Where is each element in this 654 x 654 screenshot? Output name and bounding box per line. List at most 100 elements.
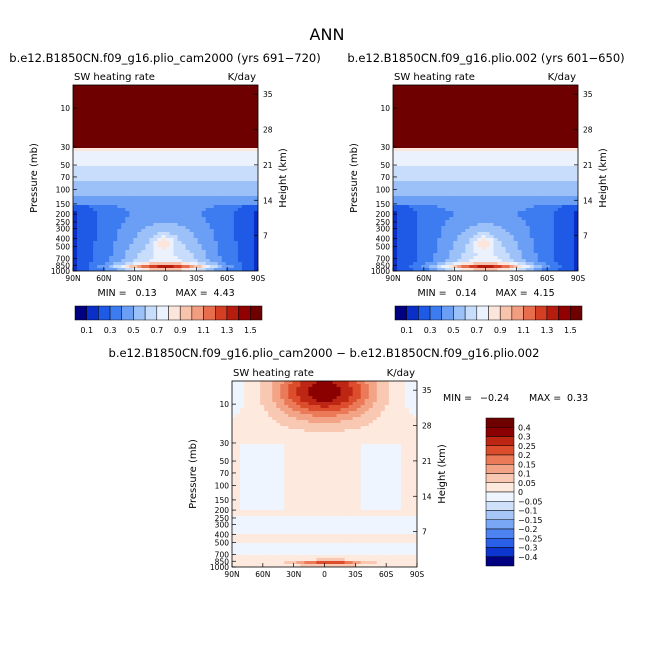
contour-cell bbox=[425, 145, 430, 149]
contour-cell bbox=[205, 85, 211, 89]
contour-cell bbox=[521, 160, 527, 164]
contour-cell bbox=[133, 142, 138, 146]
contour-cell bbox=[477, 211, 483, 215]
contour-cell bbox=[197, 109, 203, 113]
contour-cell bbox=[241, 223, 247, 227]
contour-cell bbox=[437, 163, 442, 167]
contour-cell bbox=[77, 172, 82, 176]
contour-cell bbox=[505, 106, 511, 110]
contour-cell bbox=[213, 199, 219, 203]
contour-cell bbox=[161, 253, 167, 257]
contour-cell bbox=[409, 121, 414, 125]
contour-cell bbox=[125, 229, 130, 233]
contour-cell bbox=[437, 88, 442, 92]
contour-cell bbox=[433, 157, 438, 161]
contour-cell bbox=[561, 103, 567, 107]
contour-cell bbox=[177, 205, 183, 209]
contour-cell bbox=[205, 208, 211, 212]
contour-cell bbox=[129, 118, 134, 122]
contour-cell bbox=[185, 220, 191, 224]
contour-cell bbox=[169, 199, 175, 203]
contour-cell bbox=[89, 193, 94, 197]
contour-cell bbox=[209, 88, 215, 92]
contour-cell bbox=[149, 253, 155, 257]
contour-cell bbox=[461, 172, 466, 176]
contour-cell bbox=[453, 145, 458, 149]
contour-cell bbox=[105, 154, 110, 158]
contour-cell bbox=[513, 211, 519, 215]
contour-cell bbox=[113, 256, 118, 260]
contour-cell bbox=[101, 184, 106, 188]
contour-cell bbox=[425, 115, 430, 119]
contour-cell bbox=[209, 154, 215, 158]
contour-cell bbox=[209, 145, 215, 149]
contour-cell bbox=[177, 247, 183, 251]
contour-cell bbox=[157, 97, 163, 101]
contour-cell bbox=[105, 199, 110, 203]
contour-cell bbox=[217, 253, 223, 257]
contour-cell bbox=[229, 181, 235, 185]
contour-cell bbox=[465, 145, 471, 149]
contour-cell bbox=[229, 256, 235, 260]
contour-cell bbox=[253, 97, 258, 101]
contour-cell bbox=[253, 214, 258, 218]
contour-cell bbox=[413, 208, 418, 212]
contour-cell bbox=[249, 145, 255, 149]
contour-cell bbox=[397, 130, 402, 134]
contour-cell bbox=[125, 241, 130, 245]
contour-cell bbox=[453, 115, 458, 119]
contour-cell bbox=[421, 88, 426, 92]
contour-cell bbox=[125, 112, 130, 116]
contour-cell bbox=[117, 241, 122, 245]
contour-cell bbox=[489, 106, 495, 110]
contour-cell bbox=[113, 103, 118, 107]
contour-cell bbox=[525, 121, 531, 125]
chart-title: b.e12.B1850CN.f09_g16.plio.002 (yrs 601−… bbox=[347, 51, 624, 65]
contour-cell bbox=[521, 169, 527, 173]
contour-cell bbox=[93, 163, 98, 167]
contour-cell bbox=[169, 91, 175, 95]
contour-cell bbox=[97, 205, 102, 209]
contour-cell bbox=[529, 160, 535, 164]
contour-cell bbox=[185, 130, 191, 134]
contour-cell bbox=[409, 172, 414, 176]
contour-cell bbox=[209, 127, 215, 131]
contour-cell bbox=[441, 148, 446, 152]
contour-cell bbox=[533, 142, 539, 146]
contour-cell bbox=[109, 163, 114, 167]
contour-cell bbox=[237, 241, 243, 245]
contour-cell bbox=[173, 256, 179, 260]
contour-cell bbox=[209, 250, 215, 254]
contour-cell bbox=[77, 214, 82, 218]
contour-cell bbox=[573, 211, 578, 215]
contour-cell bbox=[553, 139, 559, 143]
contour-cell bbox=[421, 166, 426, 170]
contour-cell bbox=[417, 184, 422, 188]
contour-cell bbox=[525, 211, 531, 215]
contour-cell bbox=[409, 106, 414, 110]
contour-cell bbox=[225, 91, 231, 95]
contour-cell bbox=[185, 127, 191, 131]
contour-cell bbox=[141, 139, 146, 143]
contour-cell bbox=[425, 136, 430, 140]
contour-cell bbox=[393, 133, 398, 137]
contour-cell bbox=[229, 262, 235, 266]
contour-cell bbox=[513, 127, 519, 131]
contour-cell bbox=[549, 199, 555, 203]
contour-cell bbox=[181, 259, 187, 263]
contour-cell bbox=[497, 154, 503, 158]
contour-cell bbox=[173, 205, 179, 209]
contour-cell bbox=[473, 97, 479, 101]
contour-cell bbox=[417, 151, 422, 155]
contour-cell bbox=[445, 106, 450, 110]
contour-cell bbox=[89, 238, 94, 242]
contour-cell bbox=[449, 181, 454, 185]
contour-cell bbox=[453, 118, 458, 122]
contour-cell bbox=[433, 154, 438, 158]
contour-cell bbox=[201, 187, 207, 191]
contour-cell bbox=[573, 124, 578, 128]
contour-cell bbox=[501, 130, 507, 134]
contour-cell bbox=[141, 160, 146, 164]
contour-cell bbox=[77, 232, 82, 236]
contour-cell bbox=[181, 268, 187, 271]
